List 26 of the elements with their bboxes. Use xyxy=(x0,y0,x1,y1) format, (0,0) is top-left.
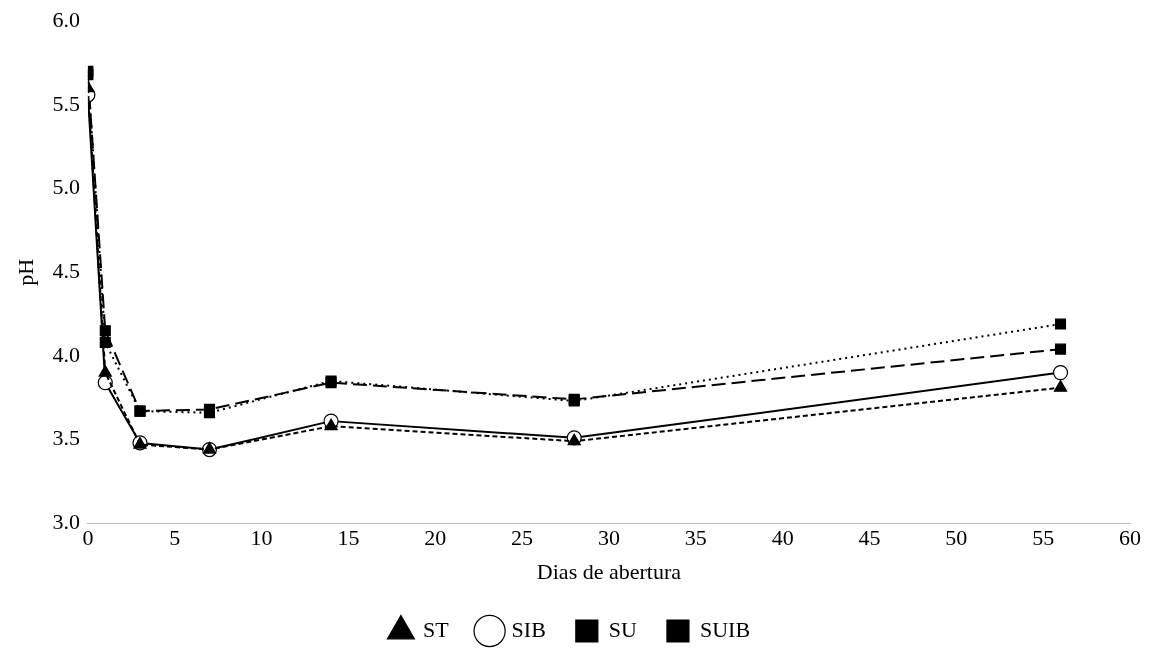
y-tick-label: 5.0 xyxy=(52,174,80,200)
legend-label: SU xyxy=(608,616,638,642)
x-tick-label: 50 xyxy=(945,525,968,551)
y-tick-label: 5.5 xyxy=(52,90,80,116)
x-tick-label: 40 xyxy=(771,525,794,551)
x-tick-label: 20 xyxy=(424,525,447,551)
y-tick-label: 4.0 xyxy=(52,341,80,367)
x-tick-label: 30 xyxy=(597,525,620,551)
x-tick-label: 5 xyxy=(169,525,181,551)
legend-label: SIB xyxy=(511,616,546,642)
x-tick-label: 25 xyxy=(511,525,534,551)
x-tick-label: 45 xyxy=(858,525,881,551)
x-tick-label: 55 xyxy=(1032,525,1055,551)
legend-label: ST xyxy=(422,616,450,642)
x-axis-title: Dias de abertura xyxy=(536,558,682,584)
legend-label: SUIB xyxy=(699,616,751,642)
y-tick-label: 4.5 xyxy=(52,257,80,283)
y-axis-title: pH xyxy=(12,258,38,286)
x-tick-label: 35 xyxy=(684,525,707,551)
y-tick-label: 3.5 xyxy=(52,425,80,451)
x-tick-label: 60 xyxy=(1119,525,1141,551)
x-tick-label: 15 xyxy=(337,525,360,551)
y-tick-label: 6.0 xyxy=(52,6,80,32)
x-tick-label: 0 xyxy=(82,525,94,551)
y-tick-label: 3.0 xyxy=(52,508,80,534)
x-tick-label: 10 xyxy=(250,525,273,551)
